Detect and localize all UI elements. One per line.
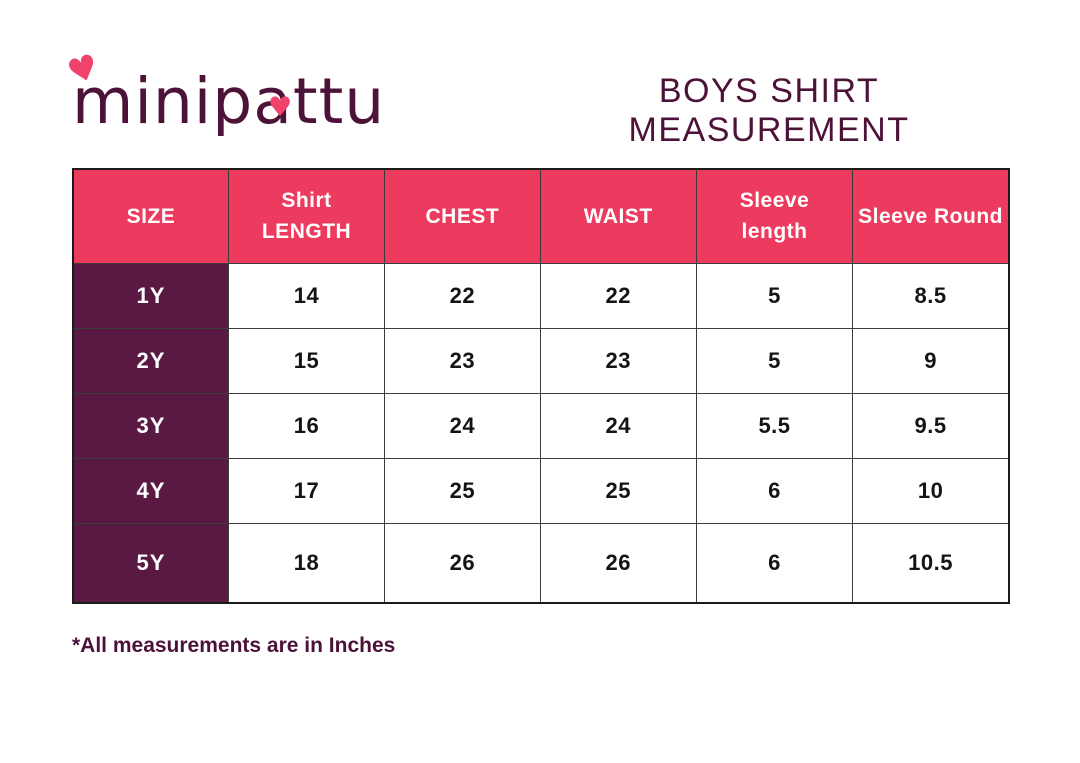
column-header-label: length xyxy=(741,220,808,244)
column-header-label: LENGTH xyxy=(261,220,352,244)
size-cell: 5Y xyxy=(72,522,229,604)
size-measurement-table: SIZE Shirt LENGTH CHEST WAIST Sleeve xyxy=(72,168,1010,604)
value-cell: 5 xyxy=(695,327,854,394)
value-cell: 10.5 xyxy=(852,522,1010,604)
column-header-shirt-length: Shirt LENGTH xyxy=(227,168,386,264)
heart-icon: ♥ xyxy=(268,92,293,123)
size-cell: 1Y xyxy=(72,262,229,329)
value-cell: 18 xyxy=(227,522,386,604)
value-cell: 25 xyxy=(384,457,541,524)
size-cell: 3Y xyxy=(72,392,229,459)
value-cell: 16 xyxy=(227,392,386,459)
column-header-chest: CHEST xyxy=(384,168,541,264)
column-header-label: WAIST xyxy=(583,204,653,228)
column-header-waist: WAIST xyxy=(539,168,697,264)
value-cell: 25 xyxy=(539,457,697,524)
table-row: 1Y 14 22 22 5 8.5 xyxy=(72,262,1010,329)
column-header-label: SIZE xyxy=(126,204,176,228)
table-row: 2Y 15 23 23 5 9 xyxy=(72,327,1010,394)
value-cell: 10 xyxy=(852,457,1010,524)
brand-logo: ♥ minipattu ♥ xyxy=(63,46,412,140)
measurement-unit-note: *All measurements are in Inches xyxy=(72,634,396,657)
value-cell: 6 xyxy=(695,457,854,524)
size-cell: 2Y xyxy=(72,327,229,394)
value-cell: 22 xyxy=(384,262,541,329)
column-header-label: Sleeve Round xyxy=(858,204,1003,228)
value-cell: 9 xyxy=(852,327,1010,394)
column-header-label: Shirt xyxy=(281,188,332,212)
brand-logo-text: minipattu xyxy=(72,65,386,138)
value-cell: 24 xyxy=(539,392,697,459)
column-header-sleeve-length: Sleeve length xyxy=(695,168,854,264)
column-header-label: Sleeve xyxy=(739,188,810,212)
table-row: 5Y 18 26 26 6 10.5 xyxy=(72,522,1010,604)
value-cell: 22 xyxy=(539,262,697,329)
value-cell: 9.5 xyxy=(852,392,1010,459)
table-row: 4Y 17 25 25 6 10 xyxy=(72,457,1010,524)
value-cell: 6 xyxy=(695,522,854,604)
value-cell: 8.5 xyxy=(852,262,1010,329)
value-cell: 24 xyxy=(384,392,541,459)
value-cell: 26 xyxy=(384,522,541,604)
value-cell: 5.5 xyxy=(695,392,854,459)
column-header-size: SIZE xyxy=(72,168,229,264)
value-cell: 15 xyxy=(227,327,386,394)
column-header-sleeve-round: Sleeve Round xyxy=(852,168,1010,264)
column-header-label: CHEST xyxy=(425,204,500,228)
header-row: SIZE Shirt LENGTH CHEST WAIST Sleeve xyxy=(72,168,1010,264)
size-cell: 4Y xyxy=(72,457,229,524)
value-cell: 23 xyxy=(384,327,541,394)
value-cell: 5 xyxy=(695,262,854,329)
page-title: BOYS SHIRT MEASUREMENT xyxy=(628,72,910,149)
table-row: 3Y 16 24 24 5.5 9.5 xyxy=(72,392,1010,459)
value-cell: 23 xyxy=(539,327,697,394)
value-cell: 26 xyxy=(539,522,697,604)
value-cell: 14 xyxy=(227,262,386,329)
value-cell: 17 xyxy=(227,457,386,524)
